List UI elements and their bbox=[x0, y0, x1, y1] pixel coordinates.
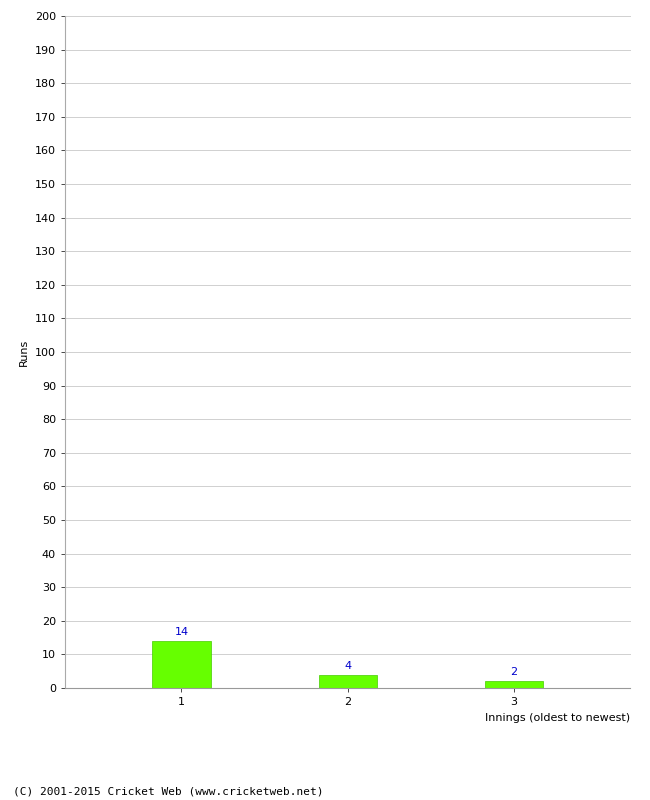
Bar bbox=[318, 674, 377, 688]
Y-axis label: Runs: Runs bbox=[20, 338, 29, 366]
X-axis label: Innings (oldest to newest): Innings (oldest to newest) bbox=[486, 713, 630, 722]
Text: 14: 14 bbox=[174, 627, 188, 637]
Text: 4: 4 bbox=[344, 661, 351, 670]
Bar bbox=[152, 641, 211, 688]
Text: (C) 2001-2015 Cricket Web (www.cricketweb.net): (C) 2001-2015 Cricket Web (www.cricketwe… bbox=[13, 786, 324, 796]
Text: 2: 2 bbox=[510, 667, 517, 678]
Bar bbox=[485, 682, 543, 688]
